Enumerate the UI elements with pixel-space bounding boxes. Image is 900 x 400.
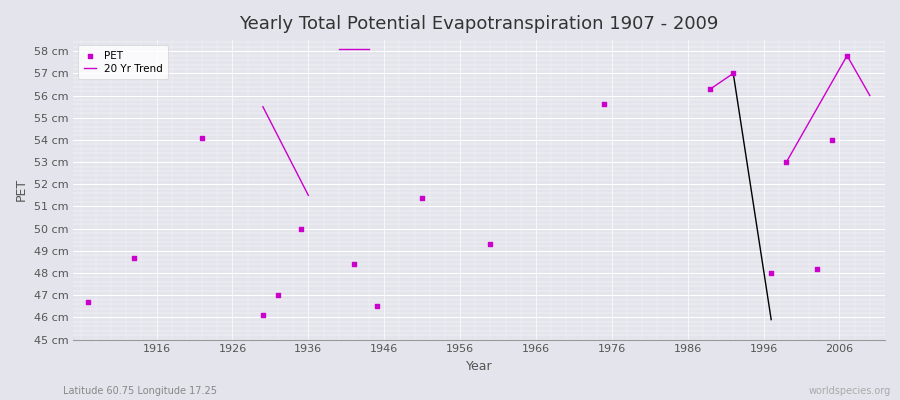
Y-axis label: PET: PET (15, 178, 28, 202)
PET (779, 159, 794, 165)
20 Yr Trend (303, 193, 314, 198)
20 Yr Trend (257, 104, 268, 109)
PET (127, 254, 141, 261)
PET (840, 52, 854, 59)
Title: Yearly Total Potential Evapotranspiration 1907 - 2009: Yearly Total Potential Evapotranspiratio… (239, 15, 719, 33)
X-axis label: Year: Year (466, 360, 492, 373)
PET (346, 261, 361, 267)
PET (764, 270, 778, 276)
PET (597, 101, 611, 108)
PET (81, 299, 95, 305)
Line: 20 Yr Trend: 20 Yr Trend (263, 107, 309, 195)
PET (293, 226, 308, 232)
PET (703, 86, 717, 92)
PET (256, 312, 270, 318)
PET (370, 303, 384, 310)
Legend: PET, 20 Yr Trend: PET, 20 Yr Trend (78, 45, 168, 79)
PET (726, 70, 741, 76)
PET (483, 241, 498, 247)
PET (809, 265, 824, 272)
PET (195, 134, 210, 141)
PET (271, 292, 285, 298)
PET (824, 137, 839, 143)
PET (415, 194, 429, 201)
Text: Latitude 60.75 Longitude 17.25: Latitude 60.75 Longitude 17.25 (63, 386, 217, 396)
Text: worldspecies.org: worldspecies.org (809, 386, 891, 396)
